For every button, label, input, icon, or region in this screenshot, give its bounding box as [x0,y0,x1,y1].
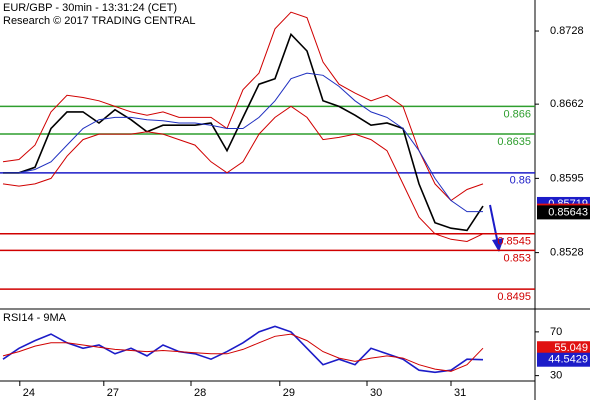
x-tick-label: 30 [370,387,382,399]
series-line [2,325,484,374]
y-tick-label: 70 [550,326,562,338]
level-label: 0.8545 [497,236,531,248]
value-box [537,205,590,220]
level-label: 0.8635 [497,136,531,148]
x-tick-label: 31 [454,387,466,399]
x-tick-label: 28 [194,387,206,399]
y-tick-label: 30 [550,370,562,382]
y-tick-label: 0.8728 [550,25,584,37]
chart-subtitle: Research © 2017 TRADING CENTRAL [3,15,196,27]
value-box-label: 0.85643 [548,206,588,218]
arrow [489,204,499,245]
value-box [537,352,590,367]
value-box-label: 55.049 [554,342,588,354]
x-tick-label: 29 [283,387,295,399]
level-label: 0.853 [503,252,531,264]
level-label: 0.866 [503,108,531,120]
chart-title: EUR/GBP - 30min - 13:31:24 (CET) [3,2,177,14]
series-line [2,333,484,372]
y-tick-label: 0.8595 [550,172,584,184]
value-box-label: 44.5429 [548,354,588,366]
level-label: 0.8495 [497,291,531,303]
x-tick-label: 24 [23,387,35,399]
panel-title: RSI14 - 9MA [3,312,67,324]
level-label: 0.86 [510,175,531,187]
value-box [537,341,590,356]
y-tick-label: 0.8528 [550,247,584,259]
series-line [2,11,484,202]
y-tick-label: 0.8662 [550,98,584,110]
x-tick-label: 27 [107,387,119,399]
arrow-head [492,238,504,252]
series-line [2,105,484,243]
series-line [3,72,483,213]
